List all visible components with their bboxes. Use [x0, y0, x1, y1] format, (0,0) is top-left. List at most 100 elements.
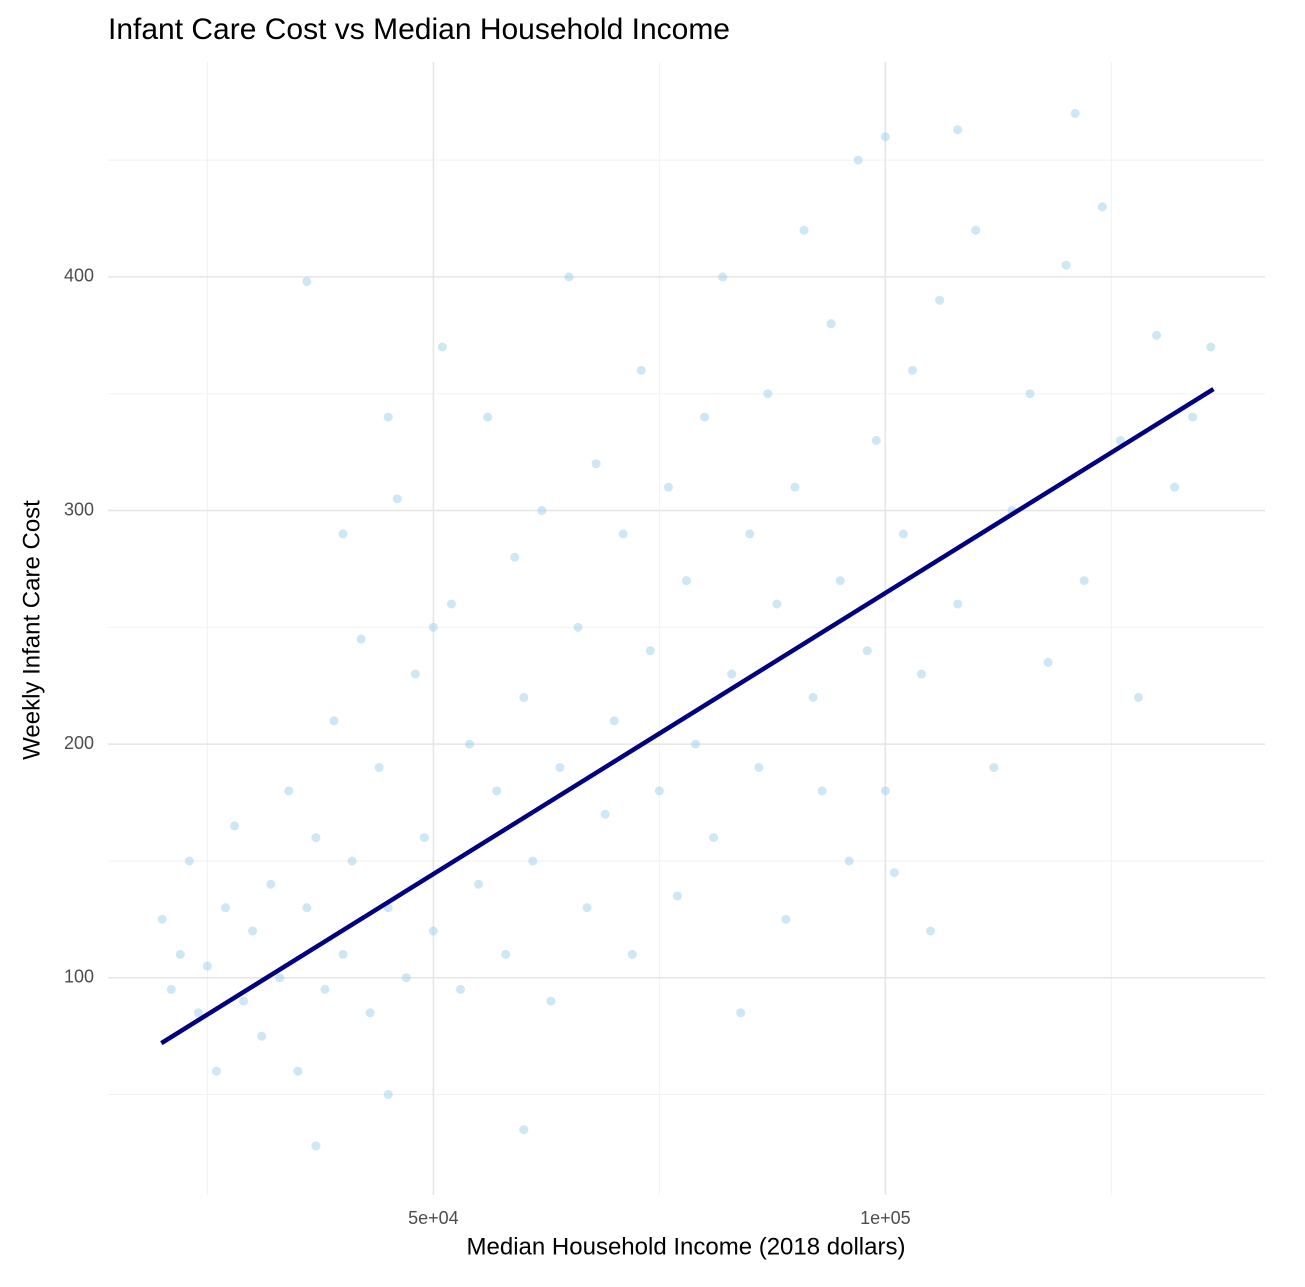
point: [410, 669, 420, 679]
point: [437, 342, 447, 352]
point: [166, 984, 176, 994]
point: [745, 529, 755, 539]
point: [446, 599, 456, 609]
point: [989, 762, 999, 772]
point: [880, 786, 890, 796]
point: [383, 1090, 393, 1100]
point: [320, 984, 330, 994]
point: [329, 716, 339, 726]
point: [202, 961, 212, 971]
point: [672, 891, 682, 901]
point: [953, 599, 963, 609]
point: [898, 529, 908, 539]
point: [401, 973, 411, 983]
point: [573, 622, 583, 632]
point: [663, 482, 673, 492]
point: [428, 622, 438, 632]
point: [691, 739, 701, 749]
point: [474, 879, 484, 889]
point: [175, 949, 185, 959]
point: [555, 762, 565, 772]
chart-title: Infant Care Cost vs Median Household Inc…: [108, 13, 730, 46]
point: [347, 856, 357, 866]
fit-layer: [160, 387, 1215, 1046]
point: [311, 1141, 321, 1151]
x-axis-label: Median Household Income (2018 dollars): [467, 1233, 906, 1260]
x-tick-label: 5e+04: [408, 1208, 459, 1228]
point: [465, 739, 475, 749]
point: [528, 856, 538, 866]
point: [338, 529, 348, 539]
point: [302, 277, 312, 287]
point: [763, 389, 773, 399]
point: [636, 365, 646, 375]
point: [853, 155, 863, 165]
point: [1170, 482, 1180, 492]
point: [790, 482, 800, 492]
point: [1079, 576, 1089, 586]
point: [700, 412, 710, 422]
point: [609, 716, 619, 726]
point: [419, 833, 429, 843]
y-tick-label: 100: [64, 966, 94, 986]
point: [736, 1008, 746, 1018]
point: [1025, 389, 1035, 399]
point: [365, 1008, 375, 1018]
point: [1133, 692, 1143, 702]
point: [600, 809, 610, 819]
point: [266, 879, 276, 889]
point: [926, 926, 936, 936]
point: [781, 914, 791, 924]
fit-line: [160, 387, 1215, 1046]
point: [971, 225, 981, 235]
point: [546, 996, 556, 1006]
point: [564, 272, 574, 282]
point: [1188, 412, 1198, 422]
point: [727, 669, 737, 679]
y-tick-label: 300: [64, 499, 94, 519]
point: [311, 833, 321, 843]
point: [275, 973, 285, 983]
grid: [108, 62, 1265, 1195]
point: [799, 225, 809, 235]
point: [627, 949, 637, 959]
y-tick-label: 400: [64, 266, 94, 286]
point: [654, 786, 664, 796]
point: [817, 786, 827, 796]
point: [392, 494, 402, 504]
point: [935, 295, 945, 305]
point: [618, 529, 628, 539]
point: [284, 786, 294, 796]
point: [709, 833, 719, 843]
point: [754, 762, 764, 772]
point: [1206, 342, 1216, 352]
point: [1061, 260, 1071, 270]
point: [1043, 657, 1053, 667]
point: [1097, 202, 1107, 212]
point: [917, 669, 927, 679]
point: [501, 949, 511, 959]
point: [953, 125, 963, 135]
points: [157, 108, 1216, 1151]
point: [456, 984, 466, 994]
point: [383, 412, 393, 422]
point: [293, 1066, 303, 1076]
point: [1070, 108, 1080, 118]
point: [257, 1031, 267, 1041]
point: [718, 272, 728, 282]
point: [211, 1066, 221, 1076]
point: [492, 786, 502, 796]
point: [582, 903, 592, 913]
point: [193, 1008, 203, 1018]
x-tick-label: 1e+05: [860, 1208, 911, 1228]
point: [428, 926, 438, 936]
point: [157, 914, 167, 924]
point: [537, 506, 547, 516]
point: [483, 412, 493, 422]
point: [519, 692, 529, 702]
point: [591, 459, 601, 469]
point: [302, 903, 312, 913]
point: [374, 762, 384, 772]
